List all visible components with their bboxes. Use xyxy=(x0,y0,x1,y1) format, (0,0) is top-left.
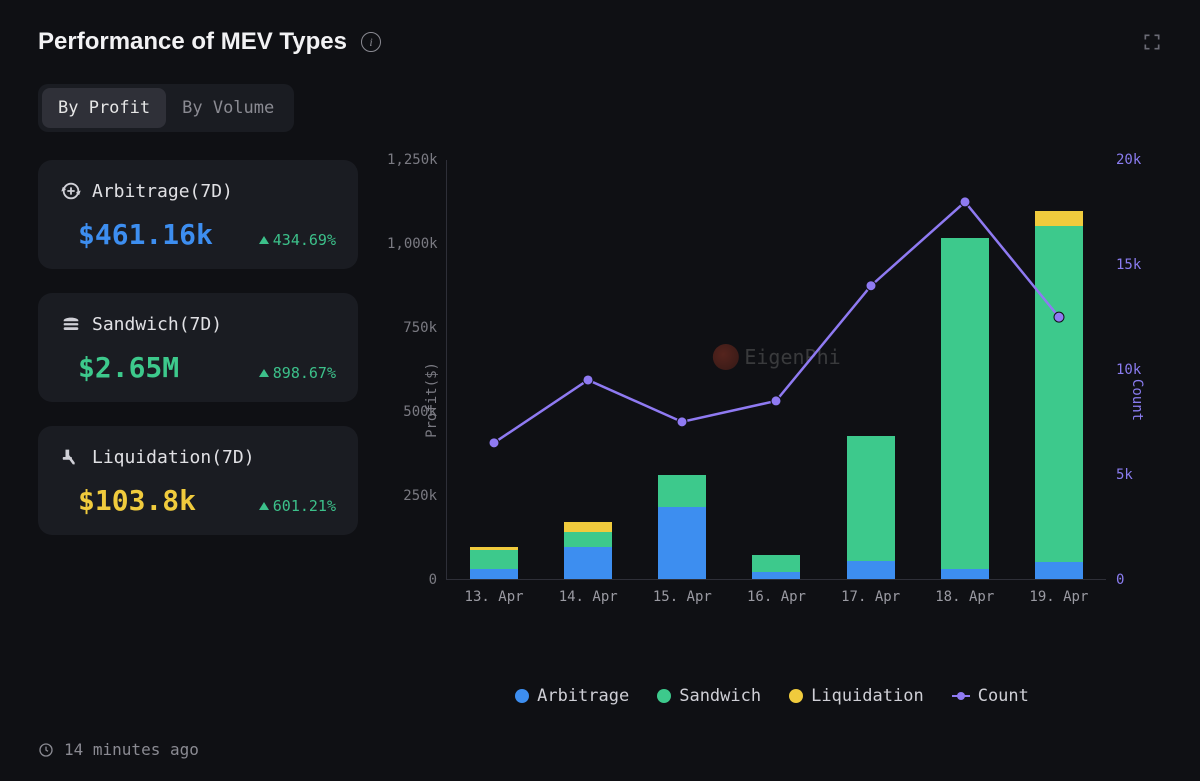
tab-by-profit[interactable]: By Profit xyxy=(42,88,166,128)
tab-by-volume[interactable]: By Volume xyxy=(166,88,290,128)
xtick: 18. Apr xyxy=(935,589,994,605)
bar-seg-arbitrage xyxy=(752,572,800,579)
bar-seg-liquidation xyxy=(1035,211,1083,226)
bar-seg-arbitrage xyxy=(1035,562,1083,579)
xtick: 19. Apr xyxy=(1029,589,1088,605)
panel-title: Performance of MEV Types xyxy=(38,28,347,56)
legend-label: Liquidation xyxy=(811,686,924,706)
legend-line-icon xyxy=(952,695,970,697)
card-body: $103.8k 601.21% xyxy=(60,484,336,517)
card-body: $461.16k 434.69% xyxy=(60,218,336,251)
card-change: 898.67% xyxy=(259,364,336,382)
ytick-right: 10k xyxy=(1116,362,1156,378)
header-row: Performance of MEV Types i xyxy=(38,28,1162,56)
bar-seg-sandwich xyxy=(564,532,612,547)
card-change: 434.69% xyxy=(259,231,336,249)
bar-group[interactable]: 18. Apr xyxy=(941,160,989,579)
bar-seg-arbitrage xyxy=(470,569,518,579)
ytick-right: 5k xyxy=(1116,467,1156,483)
ytick-left: 0 xyxy=(387,572,437,588)
ytick-right: 20k xyxy=(1116,152,1156,168)
card-change: 601.21% xyxy=(259,497,336,515)
xtick: 13. Apr xyxy=(465,589,524,605)
body-row: Arbitrage(7D) $461.16k 434.69% Sandwich(7D)… xyxy=(38,160,1162,706)
y-axis-left-label: Profit($) xyxy=(424,362,440,438)
ytick-left: 500k xyxy=(387,404,437,420)
legend-swatch-icon xyxy=(789,689,803,703)
sandwich-icon xyxy=(60,313,82,335)
xtick: 16. Apr xyxy=(747,589,806,605)
chart-wrap: Profit($) Count EigenPhi 13. Apr14. Apr1… xyxy=(382,160,1162,640)
card-label: Arbitrage(7D) xyxy=(92,181,233,202)
chart-column: Profit($) Count EigenPhi 13. Apr14. Apr1… xyxy=(382,160,1162,706)
legend-item[interactable]: Arbitrage xyxy=(515,686,629,706)
plot-area: EigenPhi 13. Apr14. Apr15. Apr16. Apr17.… xyxy=(446,160,1106,580)
bar-seg-liquidation xyxy=(564,522,612,532)
mev-performance-panel: Performance of MEV Types i By ProfitBy V… xyxy=(0,0,1200,781)
updated-footer: 14 minutes ago xyxy=(38,740,199,759)
legend-label: Arbitrage xyxy=(537,686,629,706)
xtick: 14. Apr xyxy=(559,589,618,605)
bar-seg-arbitrage xyxy=(941,569,989,579)
legend-swatch-icon xyxy=(515,689,529,703)
liquidation-icon xyxy=(60,446,82,468)
ytick-left: 750k xyxy=(387,320,437,336)
xtick: 17. Apr xyxy=(841,589,900,605)
legend-item[interactable]: Liquidation xyxy=(789,686,924,706)
legend-label: Count xyxy=(978,686,1029,706)
title-wrap: Performance of MEV Types i xyxy=(38,28,381,56)
expand-icon[interactable] xyxy=(1142,32,1162,52)
bar-group[interactable]: 19. Apr xyxy=(1035,160,1083,579)
bar-seg-sandwich xyxy=(658,475,706,507)
summary-card[interactable]: Liquidation(7D) $103.8k 601.21% xyxy=(38,426,358,535)
clock-icon xyxy=(38,742,54,758)
bar-group[interactable]: 14. Apr xyxy=(564,160,612,579)
trend-up-icon xyxy=(259,236,269,244)
bars-row: 13. Apr 14. Apr 15. Apr 16. Apr 17. Apr 18. A… xyxy=(447,160,1106,579)
ytick-left: 250k xyxy=(387,488,437,504)
legend-swatch-icon xyxy=(657,689,671,703)
bar-seg-arbitrage xyxy=(658,507,706,579)
legend-item[interactable]: Sandwich xyxy=(657,686,761,706)
legend-label: Sandwich xyxy=(679,686,761,706)
xtick: 15. Apr xyxy=(653,589,712,605)
bar-seg-sandwich xyxy=(752,555,800,572)
card-head: Liquidation(7D) xyxy=(60,446,336,468)
ytick-left: 1,250k xyxy=(387,152,437,168)
bar-group[interactable]: 13. Apr xyxy=(470,160,518,579)
legend-item[interactable]: Count xyxy=(952,686,1029,706)
summary-card[interactable]: Arbitrage(7D) $461.16k 434.69% xyxy=(38,160,358,269)
bar-seg-sandwich xyxy=(470,550,518,568)
card-label: Sandwich(7D) xyxy=(92,314,222,335)
arbitrage-icon xyxy=(60,180,82,202)
y-axis-right-label: Count xyxy=(1129,379,1145,421)
info-icon[interactable]: i xyxy=(361,32,381,52)
summary-card[interactable]: Sandwich(7D) $2.65M 898.67% xyxy=(38,293,358,402)
card-body: $2.65M 898.67% xyxy=(60,351,336,384)
card-value: $2.65M xyxy=(78,351,179,384)
bar-seg-sandwich xyxy=(1035,226,1083,562)
trend-up-icon xyxy=(259,369,269,377)
bar-seg-arbitrage xyxy=(564,547,612,579)
card-head: Sandwich(7D) xyxy=(60,313,336,335)
card-value: $103.8k xyxy=(78,484,196,517)
view-tabs: By ProfitBy Volume xyxy=(38,84,294,132)
ytick-right: 0 xyxy=(1116,572,1156,588)
updated-text: 14 minutes ago xyxy=(64,740,199,759)
card-label: Liquidation(7D) xyxy=(92,447,255,468)
card-head: Arbitrage(7D) xyxy=(60,180,336,202)
chart-legend: Arbitrage Sandwich Liquidation Count xyxy=(382,686,1162,706)
bar-group[interactable]: 17. Apr xyxy=(847,160,895,579)
trend-up-icon xyxy=(259,502,269,510)
bar-group[interactable]: 16. Apr xyxy=(752,160,800,579)
ytick-right: 15k xyxy=(1116,257,1156,273)
bar-seg-arbitrage xyxy=(847,561,895,579)
card-value: $461.16k xyxy=(78,218,213,251)
bar-seg-sandwich xyxy=(941,238,989,569)
ytick-left: 1,000k xyxy=(387,236,437,252)
bar-seg-sandwich xyxy=(847,436,895,560)
bar-group[interactable]: 15. Apr xyxy=(658,160,706,579)
summary-cards-column: Arbitrage(7D) $461.16k 434.69% Sandwich(7D)… xyxy=(38,160,358,706)
